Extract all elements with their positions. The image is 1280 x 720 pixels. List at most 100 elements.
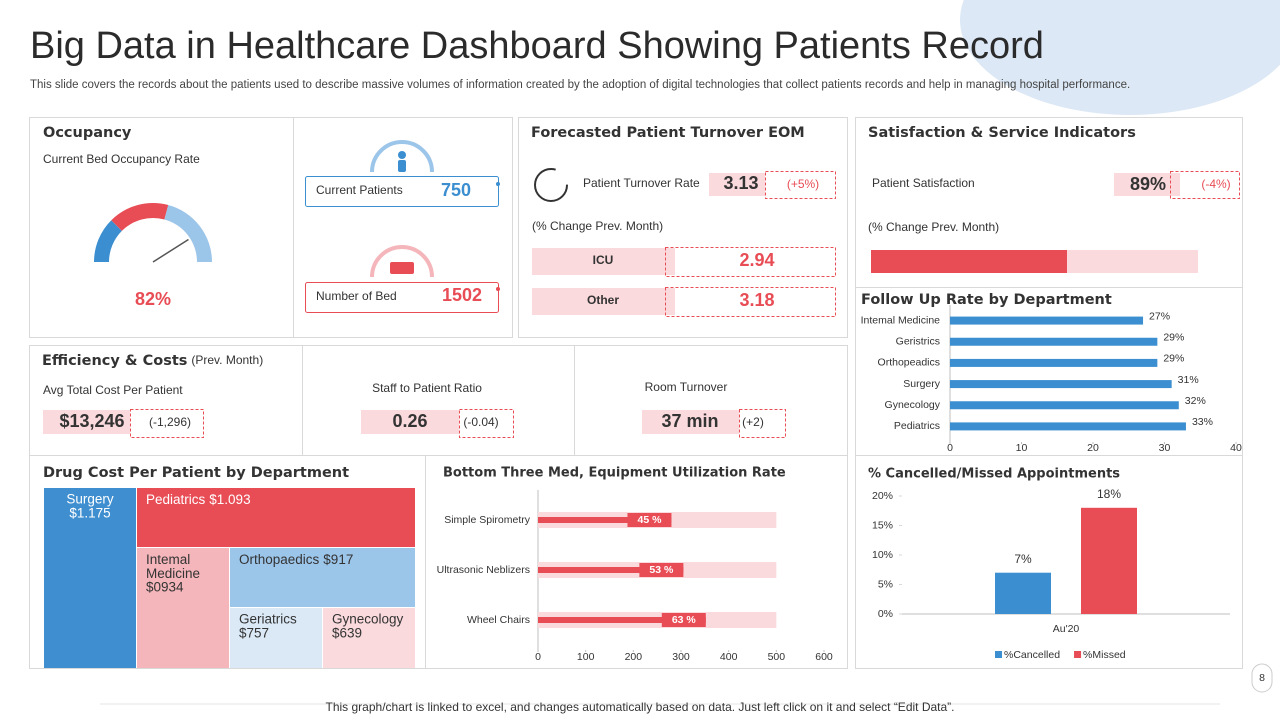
cell-value: $917: [323, 552, 353, 567]
dot: [496, 182, 500, 186]
title: Occupancy: [43, 125, 132, 141]
change-box: [739, 409, 786, 438]
bar: [538, 567, 684, 573]
cell-label: Pediatrics $1.093: [146, 492, 251, 507]
legend-swatch: [995, 651, 1002, 658]
bar: [538, 517, 672, 523]
page-number: 8: [1259, 672, 1265, 684]
name: %Missed: [1083, 649, 1126, 661]
bar: [950, 316, 1144, 325]
page-badge: [1251, 663, 1273, 693]
title: Satisfaction & Service Indicators: [868, 125, 1136, 141]
xticks: 200: [625, 651, 643, 663]
rows: ICU: [593, 253, 614, 267]
icon-bed: [390, 262, 414, 274]
label: Current Patients: [316, 183, 403, 197]
value-bg: [43, 410, 130, 434]
categories: Pediatrics: [894, 420, 940, 432]
value-labels: 18%: [1097, 487, 1121, 501]
cell-label: Orthopaedics $917: [239, 552, 353, 567]
icon-arc: [370, 245, 434, 278]
row-bg: [532, 248, 675, 275]
bar: [538, 617, 706, 623]
value-bg: [361, 410, 459, 434]
bar: [950, 380, 1172, 389]
change-box: [130, 409, 204, 438]
xticks: 300: [672, 651, 690, 663]
cell-name: Intemal Medicine: [146, 552, 200, 581]
label: Avg Total Cost Per Patient: [43, 383, 183, 397]
label: Room Turnover: [645, 380, 728, 394]
title-suffix: (Prev. Month): [191, 353, 263, 367]
bar: [950, 422, 1186, 431]
categories: Surgery: [903, 378, 941, 390]
xticks: 10: [1016, 442, 1028, 454]
rows: Other: [587, 293, 619, 307]
treemap-cell: [230, 608, 322, 668]
value-labels: 27%: [1149, 310, 1170, 322]
categories: Ultrasonic Neblizers: [437, 564, 530, 576]
value-label: $639: [332, 626, 362, 641]
subtitle: Current Bed Occupancy Rate: [43, 152, 200, 166]
rows: 3.18: [739, 290, 774, 310]
title: Drug Cost Per Patient by Department: [43, 465, 349, 481]
title: Follow Up Rate by Department: [861, 292, 1112, 308]
gauge-segment: [111, 203, 169, 231]
categories: Wheel Chairs: [467, 614, 530, 626]
value: $13,246: [59, 411, 124, 431]
treemap-cell: [323, 608, 415, 668]
categories: Intemal Medicine: [861, 314, 941, 326]
title: % Cancelled/Missed Appointments: [868, 467, 1120, 482]
change-box: [459, 409, 514, 438]
icon-body: [398, 160, 406, 172]
change: (-1,296): [149, 415, 191, 429]
icon-arc: [370, 140, 434, 173]
stat-box: [305, 282, 499, 313]
change: (-0.04): [463, 415, 498, 429]
title: Forecasted Patient Turnover EOM: [531, 125, 805, 141]
panel: [425, 455, 848, 669]
label: Number of Bed: [316, 289, 397, 303]
panel: [29, 117, 513, 338]
title: Big Data in Healthcare Dashboard Showing…: [30, 25, 1044, 67]
label: 5%: [878, 578, 893, 590]
name: Geriatrics: [239, 612, 297, 627]
change-box: [1170, 171, 1240, 199]
label: 20%: [872, 490, 893, 502]
categories: Geristrics: [896, 336, 940, 348]
value-labels: 29%: [1163, 332, 1184, 344]
value-label: 82%: [135, 289, 171, 309]
annotations: 63 %: [672, 614, 697, 626]
value-bg: [1114, 173, 1180, 196]
name: %Cancelled: [1004, 649, 1060, 661]
progress-fill: [871, 250, 1067, 273]
annotation-box: [639, 563, 684, 577]
value-label: $0934: [146, 580, 184, 595]
value: 1502: [442, 285, 482, 305]
gauge-segment: [94, 220, 122, 262]
label: Patient Satisfaction: [872, 176, 975, 190]
bar: [995, 572, 1051, 614]
title: Bottom Three Med, Equipment Utilization …: [443, 466, 786, 481]
value: 750: [441, 180, 471, 200]
xticks: 600: [815, 651, 833, 663]
value-labels: 31%: [1178, 374, 1199, 386]
annotations: 53 %: [649, 564, 674, 576]
row-box: [665, 247, 836, 277]
row-bg: [532, 288, 675, 315]
dot: [496, 287, 500, 291]
categories: Gynecology: [885, 399, 941, 411]
bar: [950, 401, 1179, 410]
icon-head: [398, 151, 406, 159]
label: Patient Turnover Rate: [583, 176, 700, 190]
label: 15%: [872, 519, 893, 531]
rows: 2.94: [739, 250, 774, 270]
gauge-needle: [152, 238, 189, 263]
label: 10%: [872, 549, 893, 561]
bar: [1081, 507, 1137, 614]
xticks: 500: [768, 651, 786, 663]
name: Surgery: [66, 492, 114, 507]
value-bg: [709, 173, 765, 196]
gauge-segment: [164, 205, 212, 262]
value-labels: 33%: [1192, 416, 1213, 428]
